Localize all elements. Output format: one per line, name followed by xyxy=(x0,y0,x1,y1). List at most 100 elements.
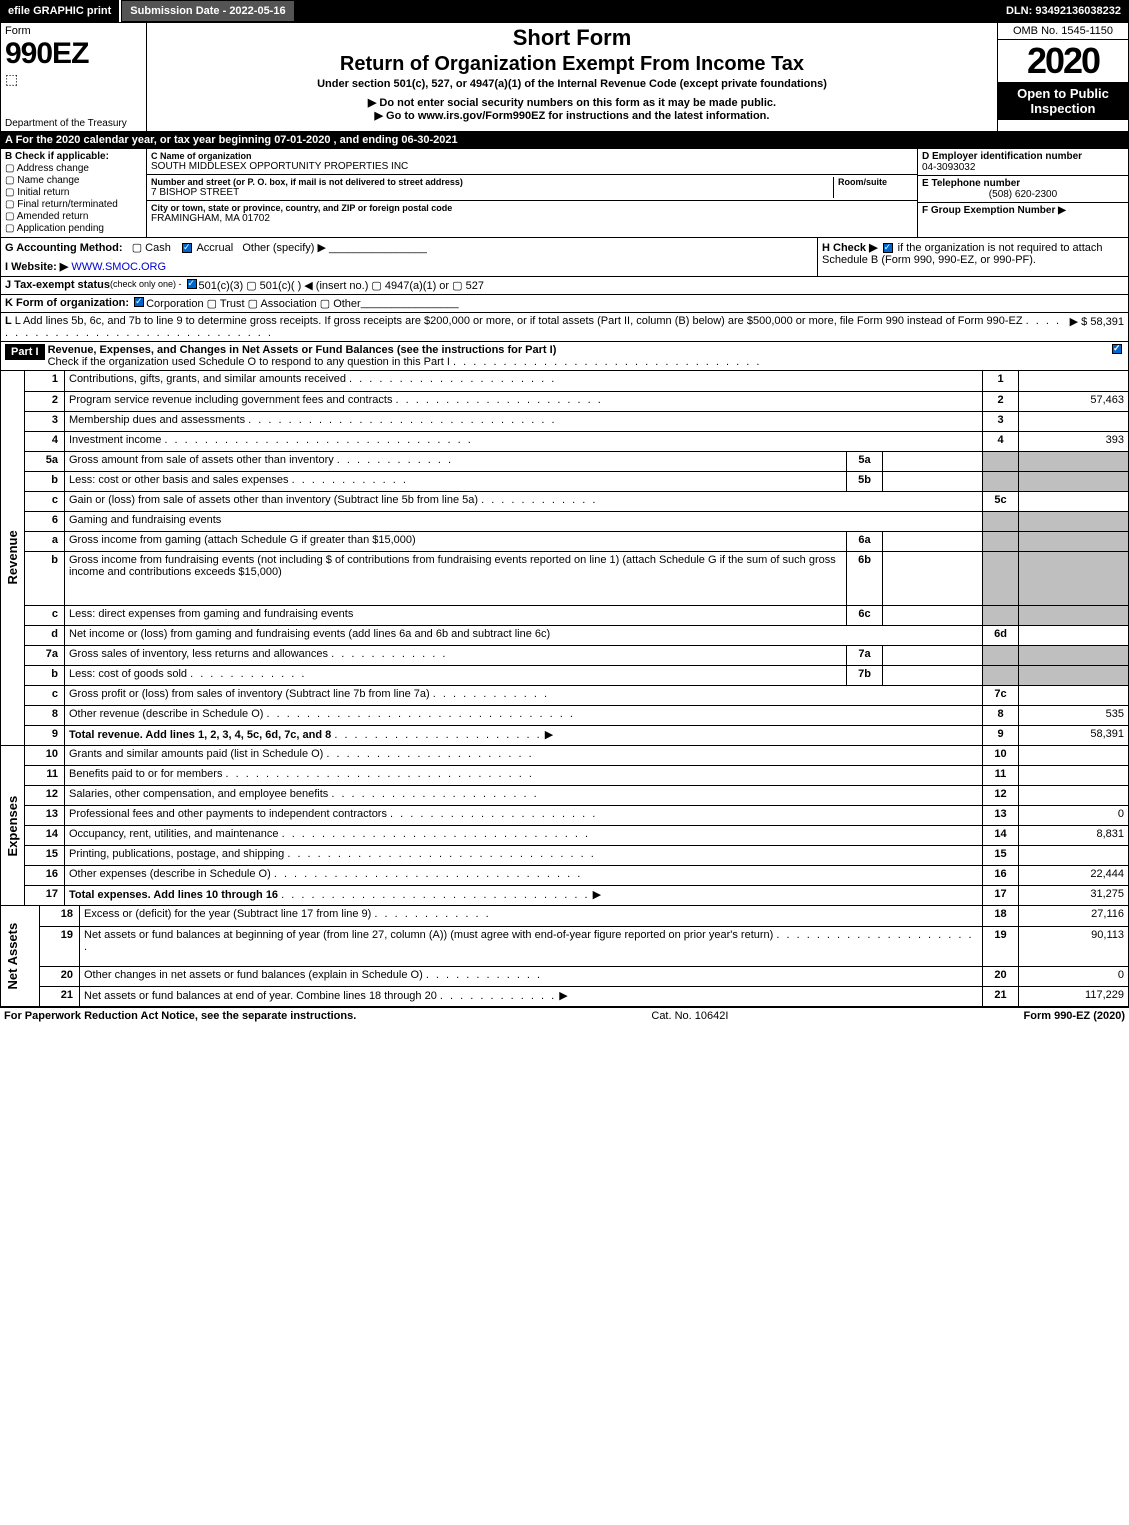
d-label: D Employer identification number xyxy=(922,151,1124,162)
org-city: FRAMINGHAM, MA 01702 xyxy=(151,213,913,224)
page-footer: For Paperwork Reduction Act Notice, see … xyxy=(0,1007,1129,1024)
table-row: cLess: direct expenses from gaming and f… xyxy=(1,605,1129,625)
line-ref: 11 xyxy=(983,766,1019,786)
line-number: 17 xyxy=(25,886,65,906)
line-desc: Program service revenue including govern… xyxy=(65,391,983,411)
line-value: 0 xyxy=(1019,806,1129,826)
line-number: 9 xyxy=(25,725,65,745)
line-desc: Gross income from gaming (attach Schedul… xyxy=(65,531,847,551)
line-value xyxy=(1019,551,1129,605)
side-label: Revenue xyxy=(1,371,25,745)
table-row: 14Occupancy, rent, utilities, and mainte… xyxy=(1,826,1129,846)
line-value: 31,275 xyxy=(1019,886,1129,906)
line-number: b xyxy=(25,665,65,685)
calendar-year-bar: A For the 2020 calendar year, or tax yea… xyxy=(0,132,1129,149)
mini-line-ref: 7a xyxy=(847,645,883,665)
line-ref: 4 xyxy=(983,431,1019,451)
mini-line-value xyxy=(883,471,983,491)
tax-year: 2020 xyxy=(998,40,1128,82)
line-l-value: ▶ $ 58,391 xyxy=(1070,315,1124,328)
return-title: Return of Organization Exempt From Incom… xyxy=(151,53,993,76)
efile-print[interactable]: efile GRAPHIC print xyxy=(0,0,121,22)
table-row: 9Total revenue. Add lines 1, 2, 3, 4, 5c… xyxy=(1,725,1129,745)
line-number: 20 xyxy=(40,966,80,986)
line-number: d xyxy=(25,625,65,645)
line-ref xyxy=(983,645,1019,665)
website-link[interactable]: WWW.SMOC.ORG xyxy=(71,261,166,273)
mini-line-value xyxy=(883,551,983,605)
short-form-title: Short Form xyxy=(151,25,993,51)
line-ref xyxy=(983,471,1019,491)
table-row: Expenses10Grants and similar amounts pai… xyxy=(1,746,1129,766)
mini-line-value xyxy=(883,645,983,665)
line-number: 21 xyxy=(40,986,80,1006)
mini-line-ref: 7b xyxy=(847,665,883,685)
check-initial-return[interactable]: Initial return xyxy=(5,187,142,198)
check-final-return-terminated[interactable]: Final return/terminated xyxy=(5,199,142,210)
line-h: H Check ▶ if the organization is not req… xyxy=(818,238,1128,276)
line-value xyxy=(1019,786,1129,806)
c-label: C Name of organization xyxy=(151,151,913,161)
mini-line-value xyxy=(883,531,983,551)
table-row: 3Membership dues and assessments 3 xyxy=(1,411,1129,431)
table-row: 7aGross sales of inventory, less returns… xyxy=(1,645,1129,665)
line-value xyxy=(1019,746,1129,766)
line-ref: 12 xyxy=(983,786,1019,806)
line-number: 14 xyxy=(25,826,65,846)
table-row: 13Professional fees and other payments t… xyxy=(1,806,1129,826)
line-desc: Less: cost or other basis and sales expe… xyxy=(65,471,847,491)
form-number: 990EZ xyxy=(5,37,142,71)
table-row: dNet income or (loss) from gaming and fu… xyxy=(1,625,1129,645)
line-desc: Net income or (loss) from gaming and fun… xyxy=(65,625,983,645)
line-desc: Net assets or fund balances at beginning… xyxy=(80,926,983,966)
line-ref: 19 xyxy=(983,926,1019,966)
mini-line-ref: 5a xyxy=(847,451,883,471)
line-number: 19 xyxy=(40,926,80,966)
line-value: 90,113 xyxy=(1019,926,1129,966)
check-address-change[interactable]: Address change xyxy=(5,163,142,174)
check-amended-return[interactable]: Amended return xyxy=(5,211,142,222)
line-ref: 16 xyxy=(983,866,1019,886)
line-number: b xyxy=(25,471,65,491)
mini-line-value xyxy=(883,451,983,471)
line-ref xyxy=(983,451,1019,471)
line-desc: Salaries, other compensation, and employ… xyxy=(65,786,983,806)
line-ref: 3 xyxy=(983,411,1019,431)
line-value: 393 xyxy=(1019,431,1129,451)
line-desc: Net assets or fund balances at end of ye… xyxy=(80,986,983,1006)
line-j: J Tax-exempt status (check only one) - 5… xyxy=(0,277,1129,295)
line-number: 15 xyxy=(25,846,65,866)
line-desc: Investment income xyxy=(65,431,983,451)
line-ref xyxy=(983,605,1019,625)
line-ref: 10 xyxy=(983,746,1019,766)
line-ref: 14 xyxy=(983,826,1019,846)
form-ref: Form 990-EZ (2020) xyxy=(1024,1010,1125,1022)
line-value xyxy=(1019,625,1129,645)
table-row: 20Other changes in net assets or fund ba… xyxy=(1,966,1129,986)
form-header: Form 990EZ ⬚ Department of the Treasury … xyxy=(0,22,1129,132)
line-number: 4 xyxy=(25,431,65,451)
f-label: F Group Exemption Number ▶ xyxy=(922,205,1124,216)
check-name-change[interactable]: Name change xyxy=(5,175,142,186)
table-row: 11Benefits paid to or for members 11 xyxy=(1,766,1129,786)
section-gh: G Accounting Method: ▢ Cash Accrual Othe… xyxy=(0,238,1129,277)
line-ref: 15 xyxy=(983,846,1019,866)
telephone: (508) 620-2300 xyxy=(922,189,1124,200)
mini-line-ref: 6c xyxy=(847,605,883,625)
net-assets-table: Net Assets18Excess or (deficit) for the … xyxy=(0,906,1129,1007)
line-number: 3 xyxy=(25,411,65,431)
line-desc: Other expenses (describe in Schedule O) xyxy=(65,866,983,886)
org-name: SOUTH MIDDLESEX OPPORTUNITY PROPERTIES I… xyxy=(151,161,913,172)
line-value: 535 xyxy=(1019,705,1129,725)
line-l: L L Add lines 5b, 6c, and 7b to line 9 t… xyxy=(0,313,1129,342)
line-number: 5a xyxy=(25,451,65,471)
line-desc: Total expenses. Add lines 10 through 16 … xyxy=(65,886,983,906)
table-row: 21Net assets or fund balances at end of … xyxy=(1,986,1129,1006)
line-value xyxy=(1019,491,1129,511)
line-desc: Less: cost of goods sold xyxy=(65,665,847,685)
check-application-pending[interactable]: Application pending xyxy=(5,223,142,234)
b-label: B Check if applicable: xyxy=(5,151,142,162)
line-number: 10 xyxy=(25,746,65,766)
table-row: 4Investment income 4393 xyxy=(1,431,1129,451)
mini-line-ref: 6b xyxy=(847,551,883,605)
